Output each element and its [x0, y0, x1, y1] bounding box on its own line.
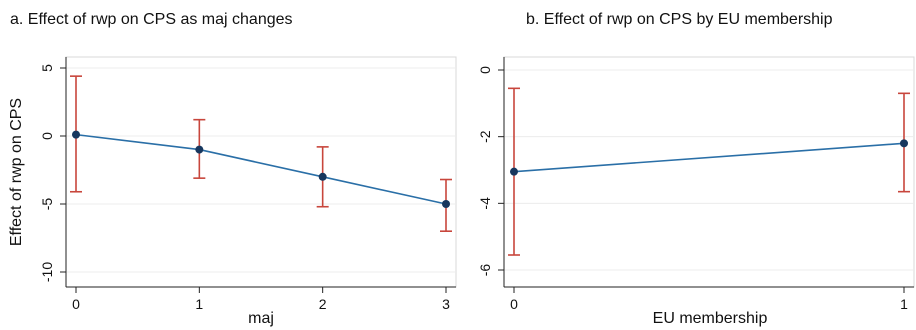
panel-b: b. Effect of rwp on CPS by EU membership… — [477, 11, 915, 327]
panel-a-series-line — [75, 133, 447, 205]
panel-a-title: a. Effect of rwp on CPS as maj changes — [10, 11, 293, 28]
panel-a-x-tick-label: 0 — [72, 296, 80, 312]
panel-a-x-axis-title: maj — [248, 310, 274, 327]
panel-a-data-point — [318, 172, 327, 181]
panel-b-y-tick-label: -4 — [477, 197, 493, 210]
panel-b-x-tick-label: 1 — [900, 296, 908, 312]
panel-b-data-point — [510, 167, 518, 176]
panel-a-plot-area: 5 0 -5 -10 0 1 2 3 — [39, 56, 457, 312]
panel-a-x-tick-label: 1 — [195, 296, 203, 312]
panel-b-plot-frame — [503, 56, 915, 288]
panel-a-y-tick-label: 5 — [39, 64, 55, 72]
panel-b-data-point — [900, 139, 908, 148]
panel-a-plot-frame — [65, 56, 457, 288]
panel-b-x-axis-title: EU membership — [653, 310, 768, 327]
panel-a-y-tick-label: -5 — [39, 198, 55, 211]
panel-b-plot-area: 0 -2 -4 -6 0 1 — [477, 56, 915, 312]
panel-a-y-tick-label: -10 — [39, 262, 55, 282]
panel-a-y-axis-title: Effect of rwp on CPS — [8, 98, 25, 246]
panel-a-x-tick-label: 3 — [442, 296, 450, 312]
panel-b-x-tick-label: 0 — [510, 296, 518, 312]
panel-a-y-tick-label: 0 — [39, 132, 55, 140]
panel-a-data-point — [195, 145, 204, 154]
panel-b-title: b. Effect of rwp on CPS by EU membership — [526, 11, 833, 28]
panel-a-x-tick-label: 2 — [319, 296, 327, 312]
panel-b-y-tick-label: 0 — [477, 66, 493, 74]
panel-b-y-tick-label: -6 — [477, 264, 493, 277]
panel-a-data-point — [442, 200, 450, 208]
panel-b-y-tick-label: -2 — [477, 130, 493, 143]
panel-b-series-line — [513, 142, 905, 173]
panel-a-data-point — [72, 130, 80, 139]
panel-a: a. Effect of rwp on CPS as maj changes 5… — [8, 11, 457, 327]
